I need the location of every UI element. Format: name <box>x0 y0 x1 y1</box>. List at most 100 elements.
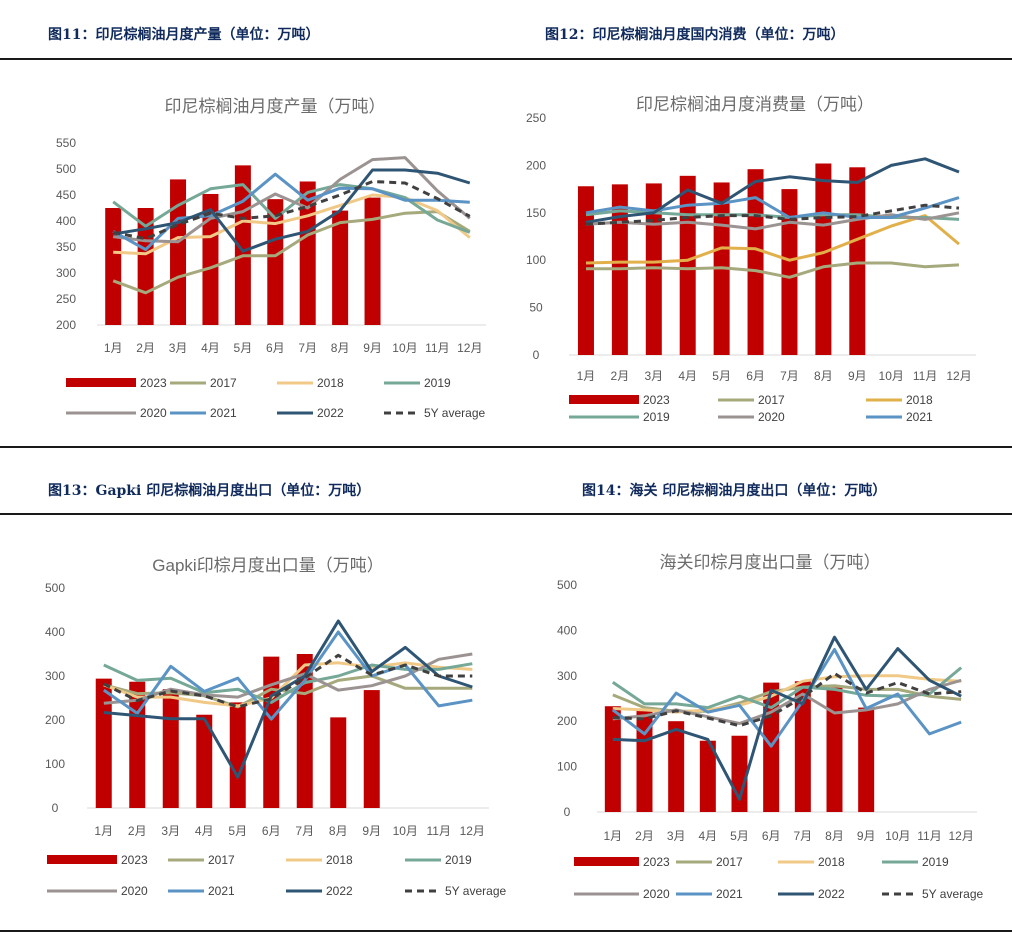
line-5y-average <box>612 672 962 728</box>
y-tick-label: 400 <box>56 214 76 228</box>
legend-label: 2017 <box>758 393 785 407</box>
y-tick-label: 300 <box>557 669 577 683</box>
line-5y-average <box>103 653 473 709</box>
legend-label: 2017 <box>208 853 235 867</box>
legend-label: 2018 <box>326 853 353 867</box>
bar-2023 <box>129 681 146 808</box>
x-tick-label: 8月 <box>814 369 833 383</box>
x-tick-label: 2月 <box>635 829 654 843</box>
fig11-caption: 图11：印尼棕榈油月度产量（单位：万吨） <box>48 27 320 43</box>
legend-label: 2019 <box>445 853 472 867</box>
x-tick-label: 10月 <box>392 341 417 355</box>
chart-title: 印尼棕榈油月度产量（万吨） <box>165 97 386 116</box>
y-tick-label: 400 <box>45 625 65 639</box>
bottom-divider <box>0 930 1012 932</box>
x-tick-label: 9月 <box>362 824 381 838</box>
x-tick-label: 7月 <box>298 341 317 355</box>
legend-label: 2018 <box>906 393 933 407</box>
x-tick-label: 7月 <box>780 369 799 383</box>
x-tick-label: 11月 <box>425 341 449 355</box>
bar-2023 <box>267 199 284 325</box>
x-tick-label: 1月 <box>577 369 596 383</box>
x-tick-label: 5月 <box>730 829 749 843</box>
chart-11: 印尼棕榈油月度产量（万吨） 200 250 300 350 400 450 500 550 1月 2… <box>56 97 486 420</box>
legend-label: 2019 <box>424 376 451 390</box>
line-2022 <box>112 168 471 253</box>
x-tick-label: 7月 <box>793 829 812 843</box>
x-tick-label: 5月 <box>228 824 247 838</box>
line-2019 <box>103 662 473 704</box>
line-2018 <box>103 661 473 708</box>
legend-label: 2018 <box>317 376 344 390</box>
y-tick-label: 550 <box>56 136 76 150</box>
middle-divider-lower <box>0 513 1012 515</box>
y-tick-label: 0 <box>52 801 59 815</box>
fig13-caption: 图13：Gapki 印尼棕榈油月度出口（单位：万吨） <box>48 483 371 499</box>
bar-2023 <box>699 740 716 812</box>
x-tick-label: 10月 <box>393 824 418 838</box>
fig12-caption: 图12：印尼棕榈油月度国内消费（单位：万吨） <box>545 27 845 43</box>
legend-label: 2021 <box>210 406 237 420</box>
legend-label: 2017 <box>210 376 237 390</box>
bar-2023 <box>668 721 685 812</box>
legend-swatch-2023 <box>66 378 136 387</box>
y-tick-label: 250 <box>526 111 546 125</box>
legend-label: 2023 <box>643 855 670 869</box>
x-tick-label: 5月 <box>234 341 253 355</box>
y-tick-label: 500 <box>45 581 65 595</box>
y-tick-label: 100 <box>526 253 546 267</box>
bar-2023 <box>794 681 811 812</box>
y-tick-label: 350 <box>56 240 76 254</box>
y-tick-label: 100 <box>557 760 577 774</box>
bar-2023 <box>263 656 280 808</box>
line-2022 <box>612 635 962 801</box>
bar-2023 <box>229 702 246 808</box>
middle-divider-upper <box>0 446 1012 448</box>
legend-label: 2018 <box>818 855 845 869</box>
x-tick-label: 9月 <box>363 341 382 355</box>
bar-2023 <box>858 707 875 812</box>
legend-label: 2019 <box>922 855 949 869</box>
bar-2023 <box>604 706 621 812</box>
y-tick-label: 400 <box>557 623 577 637</box>
line-2021 <box>611 648 962 748</box>
legend-label: 2023 <box>643 393 670 407</box>
line-2020 <box>612 678 962 725</box>
x-tick-label: 6月 <box>262 824 281 838</box>
bar-2023 <box>781 189 798 355</box>
line-2020 <box>113 156 471 244</box>
bar-2023 <box>332 210 349 325</box>
x-tick-label: 9月 <box>857 829 876 843</box>
y-tick-label: 200 <box>45 713 65 727</box>
x-tick-label: 11月 <box>917 829 941 843</box>
legend-label: 2020 <box>758 410 785 424</box>
x-tick-label: 10月 <box>879 369 904 383</box>
y-tick-label: 0 <box>564 805 571 819</box>
bar-2023 <box>170 179 187 325</box>
legend-label: 2023 <box>121 853 148 867</box>
legend-label: 2021 <box>208 884 235 898</box>
legend-label: 2022 <box>818 887 845 901</box>
x-tick-label: 8月 <box>331 341 350 355</box>
x-tick-label: 12月 <box>946 369 971 383</box>
bar-2023 <box>364 197 381 325</box>
bar-2023 <box>363 690 380 808</box>
line-2022 <box>103 619 473 779</box>
line-2022 <box>585 157 960 224</box>
line-2017 <box>112 210 471 295</box>
y-tick-label: 200 <box>526 158 546 172</box>
legend-label: 5Y average <box>424 406 485 420</box>
x-tick-label: 8月 <box>329 824 348 838</box>
legend-label: 2020 <box>121 884 148 898</box>
x-tick-label: 1月 <box>104 341 123 355</box>
legend-label: 2020 <box>140 406 167 420</box>
x-tick-label: 6月 <box>762 829 781 843</box>
x-tick-label: 4月 <box>678 369 697 383</box>
y-tick-label: 200 <box>56 318 76 332</box>
legend-label: 2020 <box>643 887 670 901</box>
x-tick-label: 10月 <box>885 829 910 843</box>
x-tick-label: 12月 <box>457 341 482 355</box>
y-tick-label: 0 <box>533 348 540 362</box>
x-tick-label: 7月 <box>295 824 314 838</box>
line-5y-average <box>112 180 471 241</box>
